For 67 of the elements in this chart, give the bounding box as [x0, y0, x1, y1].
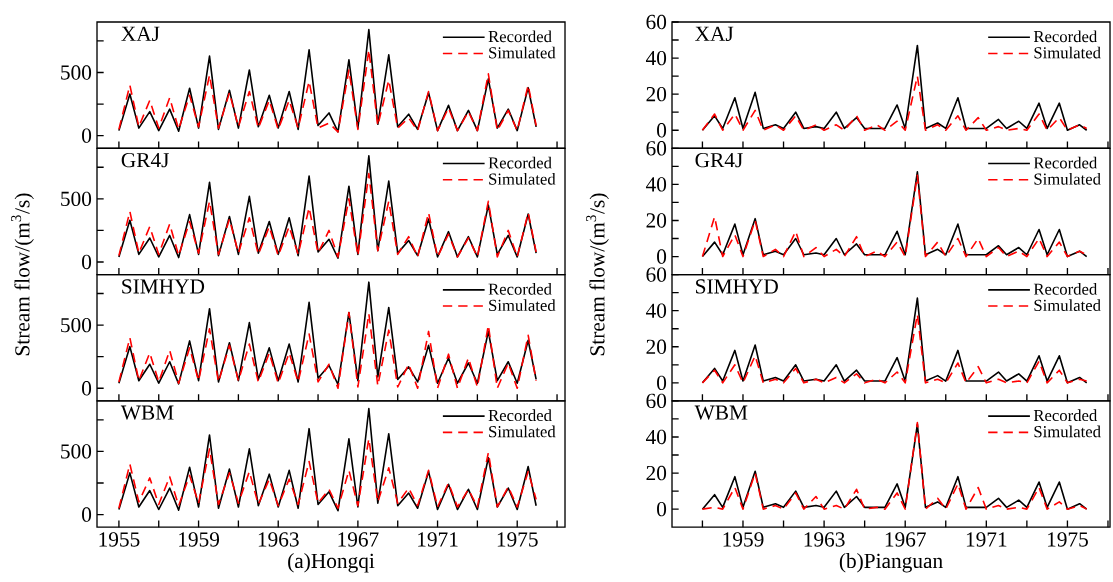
x-tick-label: 1967 — [338, 532, 379, 547]
y-tick-label: 40 — [645, 303, 667, 318]
x-tick-label: 1955 — [99, 532, 140, 547]
legend-label: Recorded — [1033, 156, 1098, 169]
legend-label: Simulated — [489, 46, 556, 59]
line-series — [701, 313, 1088, 384]
legend-label: Recorded — [1033, 409, 1098, 422]
chart-title: SIMHYD — [696, 279, 778, 294]
y-tick-label: 20 — [646, 339, 667, 354]
chart-title: XAJ — [121, 26, 160, 41]
y-tick-label: 0 — [82, 507, 92, 522]
chart-title: GR4J — [121, 153, 169, 168]
y-tick-label: 20 — [646, 465, 667, 481]
y-tick-label: 40 — [645, 429, 667, 445]
chart-title: SIMHYD — [122, 279, 205, 294]
legend-label: Simulated — [1034, 46, 1101, 59]
y-tick-label: 500 — [61, 65, 92, 80]
legend-label: Simulated — [1034, 425, 1101, 438]
x-tick-label: 1971 — [418, 532, 458, 547]
x-axis-title: (b)Pianguan — [839, 553, 943, 573]
x-axis-title: (a)Hongqi — [288, 553, 375, 573]
x-tick-label: 1975 — [497, 532, 538, 547]
y-tick-label: 0 — [657, 249, 667, 264]
y-tick-label: 60 — [646, 267, 667, 282]
x-tick-label: 1959 — [179, 532, 220, 547]
y-tick-label: 20 — [646, 213, 667, 228]
y-tick-label: 0 — [82, 381, 92, 396]
line-series — [701, 75, 1088, 132]
y-tick-label: 0 — [82, 128, 92, 143]
x-tick-label: 1975 — [1047, 532, 1088, 547]
legend-label: Recorded — [1033, 283, 1098, 295]
legend-label: Recorded — [1033, 30, 1098, 43]
y-tick-label: 60 — [646, 14, 667, 30]
y-tick-label: 0 — [657, 375, 667, 391]
line-series — [118, 437, 537, 510]
chart-title: XAJ — [695, 26, 734, 41]
y-tick-label: 0 — [82, 254, 92, 270]
y-tick-label: 0 — [657, 123, 667, 138]
line-series — [118, 311, 537, 390]
legend-label: Simulated — [1034, 172, 1101, 185]
chart-title: WBM — [120, 405, 174, 420]
y-tick-label: 500 — [61, 191, 92, 207]
legend-label: Recorded — [488, 409, 552, 422]
legend-label: Recorded — [488, 30, 552, 43]
legend-label: Simulated — [489, 425, 556, 438]
x-tick-label: 1959 — [723, 532, 764, 547]
legend-label: Recorded — [488, 283, 552, 295]
y-axis-title: Stream flow/(m$^{3}$/s) — [11, 193, 34, 356]
y-tick-label: 20 — [646, 86, 667, 102]
y-tick-label: 40 — [645, 177, 667, 192]
x-tick-label: 1967 — [885, 532, 926, 547]
y-tick-label: 500 — [61, 444, 92, 459]
y-tick-label: 60 — [646, 141, 667, 156]
chart-title: WBM — [694, 405, 748, 420]
y-axis-title: Stream flow/(m$^{3}$/s) — [586, 193, 609, 356]
x-tick-label: 1971 — [966, 532, 1007, 547]
x-tick-label: 1963 — [804, 532, 845, 547]
legend-label: Simulated — [1034, 299, 1101, 312]
y-tick-label: 500 — [61, 317, 92, 333]
legend-label: Simulated — [489, 172, 556, 185]
y-tick-label: 60 — [646, 393, 667, 409]
chart-title: GR4J — [695, 153, 743, 168]
legend-label: Simulated — [489, 299, 556, 312]
y-tick-label: 40 — [645, 50, 667, 66]
legend-label: Recorded — [488, 156, 552, 169]
y-tick-label: 0 — [657, 501, 667, 517]
x-tick-label: 1963 — [258, 532, 299, 547]
